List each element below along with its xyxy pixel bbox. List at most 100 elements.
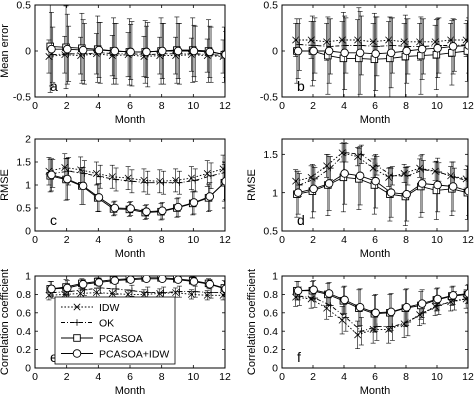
data-point xyxy=(128,287,136,294)
error-bar xyxy=(223,162,225,201)
x-tick-label: 4 xyxy=(95,234,101,246)
data-point xyxy=(189,46,199,56)
y-tick-label: 0.2 xyxy=(263,344,278,356)
data-point xyxy=(296,181,303,189)
data-point xyxy=(311,175,319,183)
series-pcasoa xyxy=(293,281,468,333)
y-tick-label: 1 xyxy=(272,271,278,283)
data-point xyxy=(448,291,458,300)
x-tick-label: 10 xyxy=(431,100,443,112)
x-tick-label: 2 xyxy=(310,100,316,112)
data-point xyxy=(448,182,458,191)
data-point xyxy=(338,316,346,324)
data-point xyxy=(448,49,456,57)
data-point xyxy=(402,46,411,56)
series-line xyxy=(299,152,468,186)
data-point xyxy=(433,180,442,190)
plot-area xyxy=(45,5,225,93)
data-point xyxy=(63,283,72,293)
data-point xyxy=(354,36,362,44)
data-point xyxy=(192,177,199,184)
series-pcasoa-idw xyxy=(293,11,468,95)
plot-area xyxy=(45,153,225,221)
y-tick-label: 1 xyxy=(25,271,31,283)
legend-label: OK xyxy=(99,317,114,329)
plot-area xyxy=(292,142,468,226)
series-line xyxy=(295,152,467,182)
data-point xyxy=(110,203,120,213)
x-tick-label: 4 xyxy=(95,100,101,112)
y-tick-label: 1.5 xyxy=(16,157,31,169)
data-point xyxy=(156,177,164,185)
data-point xyxy=(293,188,303,197)
x-tick-label: 12 xyxy=(462,100,474,112)
error-bar xyxy=(223,281,225,297)
x-axis-label: Month xyxy=(115,114,146,126)
x-tick-label: 8 xyxy=(403,100,409,112)
series-line xyxy=(296,176,468,197)
data-point xyxy=(126,276,135,284)
data-point xyxy=(203,291,211,299)
plot-area xyxy=(45,276,225,301)
data-point xyxy=(400,38,408,46)
x-tick-label: 4 xyxy=(95,371,101,383)
x-tick-label: 8 xyxy=(403,234,409,246)
data-point xyxy=(221,177,225,186)
data-point xyxy=(327,164,334,172)
axes-frame xyxy=(34,138,226,232)
series-pcasoa xyxy=(293,142,468,226)
data-point xyxy=(417,51,425,60)
series-pcasoa-idw xyxy=(47,12,225,87)
data-point xyxy=(373,323,381,330)
data-point xyxy=(189,277,199,286)
legend-entry: OK xyxy=(61,317,114,329)
x-tick-label: 12 xyxy=(219,234,231,246)
x-tick-label: 2 xyxy=(310,371,316,383)
series-line xyxy=(299,44,468,47)
series-ok xyxy=(49,21,225,88)
data-point xyxy=(293,286,303,295)
data-point xyxy=(307,36,315,44)
data-point xyxy=(373,43,381,50)
data-point xyxy=(205,47,215,57)
y-tick-label: 0.8 xyxy=(263,289,278,301)
x-tick-label: 4 xyxy=(341,234,347,246)
x-tick-label: 10 xyxy=(431,371,443,383)
data-point xyxy=(219,165,225,173)
data-point xyxy=(78,45,88,55)
data-point xyxy=(386,48,396,58)
data-point xyxy=(292,177,300,185)
data-point xyxy=(431,302,439,310)
data-point xyxy=(354,331,362,339)
series-line xyxy=(296,290,468,315)
series-pcasoa-idw xyxy=(47,276,225,297)
data-point xyxy=(61,164,69,172)
error-bar xyxy=(466,283,468,303)
series-pcasoa-idw xyxy=(293,280,468,332)
data-point xyxy=(207,289,215,296)
panel-d: 0 2 4 6 8 10 12 0.5 1 1.5 Month RMSE d xyxy=(246,138,474,260)
data-point xyxy=(435,168,443,176)
series-ok xyxy=(296,286,468,346)
data-point xyxy=(126,47,135,57)
y-tick-label: 0.8 xyxy=(16,289,31,301)
data-point xyxy=(389,323,396,330)
x-tick-label: 12 xyxy=(462,234,474,246)
data-point xyxy=(420,309,427,316)
legend-marker xyxy=(73,319,81,326)
data-point xyxy=(342,149,350,156)
y-tick-label: 2 xyxy=(25,134,31,146)
series-line xyxy=(296,50,468,60)
y-axis-label: RMSE xyxy=(0,169,11,201)
error-bar xyxy=(466,166,468,216)
data-point xyxy=(340,169,349,178)
data-point xyxy=(45,291,53,299)
data-point xyxy=(160,179,167,186)
data-point xyxy=(355,48,365,58)
data-point xyxy=(369,38,377,46)
x-tick-label: 0 xyxy=(279,100,285,112)
x-tick-label: 2 xyxy=(64,100,70,112)
data-point xyxy=(156,289,164,297)
data-point xyxy=(160,289,167,296)
